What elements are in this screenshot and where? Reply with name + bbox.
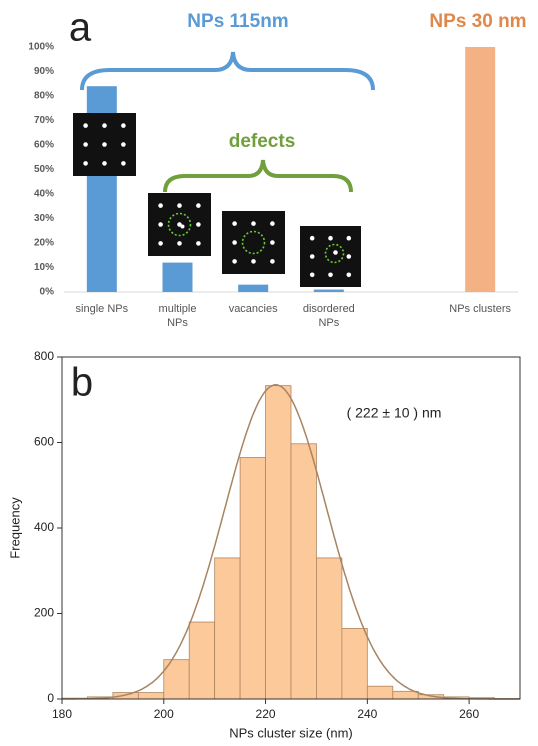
x-tick-label: 200 <box>154 707 174 721</box>
nanoparticle <box>309 254 315 259</box>
histogram-bar <box>265 385 292 700</box>
y-tick-label: 20% <box>34 238 54 249</box>
y-tick-label: 40% <box>34 189 54 200</box>
annotation: NPs 30 nm <box>429 11 526 32</box>
nanoparticle <box>83 123 88 128</box>
x-tick-label: 220 <box>256 707 276 721</box>
bar <box>465 47 496 292</box>
x-tick-label: 240 <box>357 707 377 721</box>
x-tick-label: single NPs <box>75 303 129 315</box>
x-tick-label: vacancies <box>228 303 278 315</box>
defect-marker <box>324 243 345 264</box>
y-tick-label: 400 <box>34 520 54 534</box>
histogram-bar <box>366 685 394 700</box>
histogram-bar <box>137 692 165 700</box>
x-tick-label: 260 <box>459 707 479 721</box>
defect-marker <box>241 230 266 255</box>
histogram-bar <box>316 557 343 700</box>
nanoparticle <box>196 222 201 227</box>
brace <box>163 159 353 193</box>
y-tick-label: 60% <box>34 140 54 151</box>
fit-curve <box>61 384 520 700</box>
y-tick-label: 100% <box>28 42 54 53</box>
nanoparticle <box>83 161 88 166</box>
histogram-bar <box>290 443 317 700</box>
nanoparticle <box>158 222 163 227</box>
nanoparticle <box>270 240 275 245</box>
defect-marker <box>167 212 192 237</box>
histogram-bar <box>239 457 266 700</box>
nanoparticle <box>177 241 182 246</box>
bar <box>162 262 193 292</box>
nanoparticle <box>102 161 107 166</box>
y-tick-label: 80% <box>34 91 54 102</box>
nanoparticle <box>102 123 107 128</box>
inset-image <box>300 226 361 287</box>
nanoparticle <box>270 221 275 226</box>
bar <box>313 289 344 292</box>
x-axis-label: NPs cluster size (nm) <box>229 725 353 740</box>
x-tick-label: NPs clusters <box>449 303 512 315</box>
insets <box>73 113 361 287</box>
nanoparticle <box>232 240 237 245</box>
y-tick-label: 70% <box>34 115 54 126</box>
y-axis-label: Frequency <box>7 497 22 559</box>
bar <box>238 284 269 292</box>
y-tick-label: 600 <box>34 435 54 449</box>
y-tick-label: 0 <box>47 691 54 705</box>
histogram-bar <box>392 690 419 700</box>
nanoparticle <box>270 259 275 264</box>
nanoparticle <box>328 235 333 241</box>
nanoparticle <box>346 254 352 259</box>
y-tick-label: 0% <box>40 287 55 298</box>
panel-label: a <box>69 6 92 50</box>
y-tick-label: 10% <box>34 262 54 273</box>
annotation: defects <box>229 131 296 152</box>
nanoparticle <box>196 241 201 246</box>
histogram-bar <box>214 557 241 700</box>
histogram-bar <box>341 628 368 700</box>
y-tick-label: 200 <box>34 606 54 620</box>
nanoparticle <box>232 221 237 226</box>
nanoparticle <box>232 259 237 264</box>
nanoparticle <box>83 142 88 147</box>
nanoparticle <box>158 241 163 246</box>
y-tick-label: 800 <box>34 349 54 363</box>
nanoparticle <box>121 142 126 147</box>
nanoparticle <box>121 123 126 128</box>
histogram-bar <box>188 621 216 700</box>
x-tick-label: disordered NPs <box>302 303 355 329</box>
x-tick-label: 180 <box>52 707 72 721</box>
nanoparticle <box>102 142 107 147</box>
nanoparticle <box>196 203 201 208</box>
nanoparticle <box>346 235 352 241</box>
nanoparticle <box>177 222 182 227</box>
annotation: NPs 115nm <box>187 11 288 32</box>
y-tick-label: 30% <box>34 213 54 224</box>
nanoparticle <box>333 250 338 255</box>
nanoparticle <box>177 203 182 208</box>
nanoparticle <box>346 272 352 278</box>
nanoparticle <box>328 272 333 278</box>
nanoparticle <box>121 161 126 166</box>
brace <box>80 51 375 91</box>
inset-image <box>222 211 285 274</box>
panel-label: b <box>71 361 93 405</box>
nanoparticle <box>309 235 315 241</box>
nanoparticle <box>180 224 185 229</box>
x-tick-label: multiple NPs <box>158 303 197 329</box>
histogram-bar <box>112 692 139 700</box>
nanoparticle <box>251 259 256 264</box>
nanoparticle <box>158 203 163 208</box>
y-tick-label: 50% <box>34 164 54 175</box>
y-tick-label: 90% <box>34 66 54 77</box>
nanoparticle <box>309 272 315 278</box>
nanoparticle <box>251 221 256 226</box>
annotation: ( 222 ± 10 ) nm <box>347 405 442 421</box>
